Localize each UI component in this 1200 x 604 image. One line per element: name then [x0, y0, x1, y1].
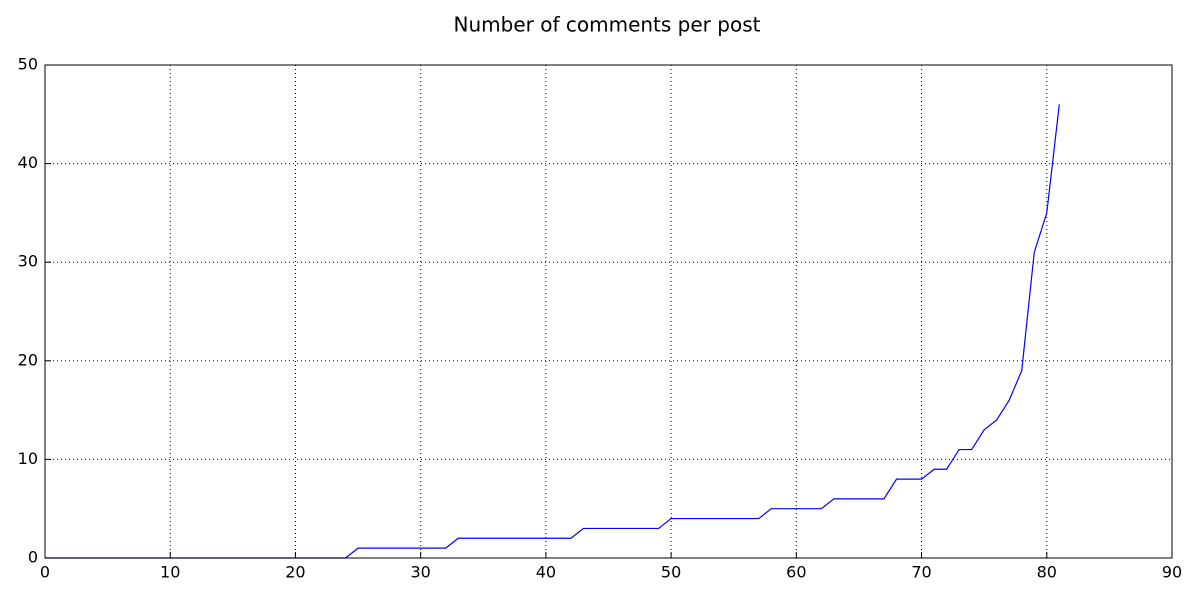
x-tick-label: 80	[1037, 563, 1057, 582]
y-tick-label: 10	[18, 449, 38, 468]
plot-frame	[44, 64, 1173, 559]
x-tick-label: 10	[160, 563, 180, 582]
x-tick-label: 0	[40, 563, 50, 582]
y-tick-label: 20	[18, 350, 38, 369]
y-tick-label: 50	[18, 55, 38, 74]
x-tick-label: 20	[285, 563, 305, 582]
chart-title: Number of comments per post	[454, 13, 761, 37]
data-line	[45, 104, 1060, 559]
y-tick-label: 0	[28, 548, 38, 567]
x-tick-label: 40	[536, 563, 556, 582]
x-tick-label: 60	[786, 563, 806, 582]
x-tick-label: 70	[911, 563, 931, 582]
y-tick-label: 30	[18, 252, 38, 271]
x-tick-label: 50	[661, 563, 681, 582]
x-tick-label: 90	[1162, 563, 1182, 582]
y-tick-label: 40	[18, 153, 38, 172]
x-tick-label: 30	[410, 563, 430, 582]
